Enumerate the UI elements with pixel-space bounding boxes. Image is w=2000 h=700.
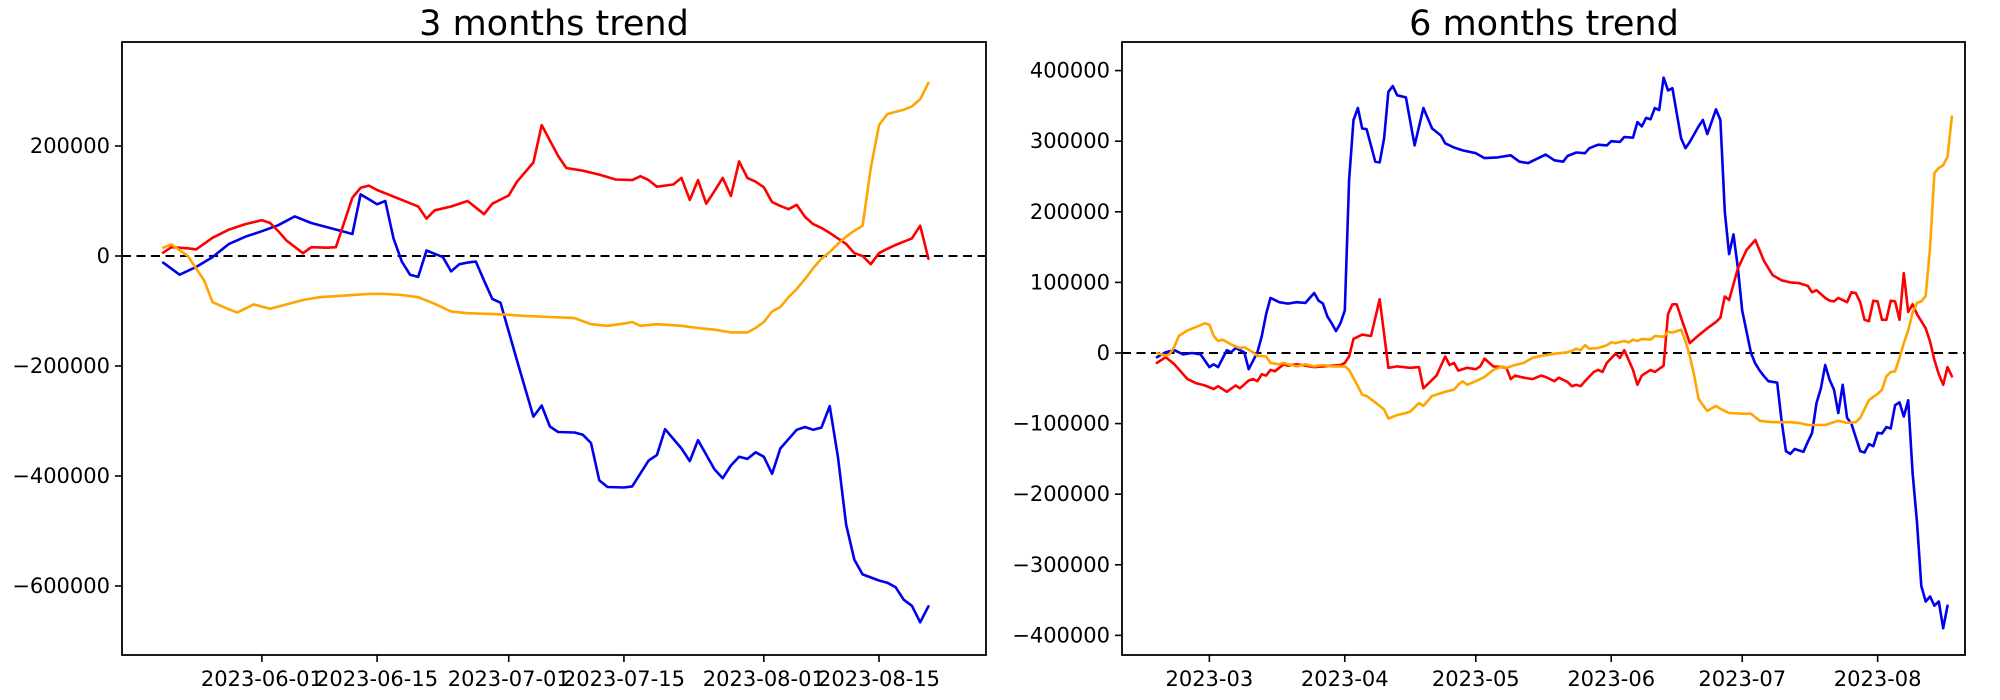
x-tick-label: 2023-07	[1698, 667, 1786, 691]
x-tick-label: 2023-06	[1567, 667, 1655, 691]
x-tick-label: 2023-07-01	[448, 667, 570, 691]
y-tick-label: 200000	[30, 134, 110, 158]
series-line-blue	[161, 193, 930, 624]
y-tick-label: 100000	[1030, 270, 1110, 294]
x-tick-label: 2023-03	[1165, 667, 1253, 691]
series-line-orange	[1155, 115, 1954, 427]
series-line-red	[1155, 238, 1954, 394]
left-chart-title: 3 months trend	[419, 4, 689, 44]
series-line-orange	[161, 81, 930, 334]
y-tick-label: −600000	[12, 574, 110, 598]
y-tick-label: 0	[97, 244, 110, 268]
right-chart-title: 6 months trend	[1409, 4, 1679, 44]
series-line-red	[161, 123, 930, 266]
y-tick-label: −400000	[1012, 623, 1110, 647]
x-tick-label: 2023-06-01	[201, 667, 323, 691]
plot-box	[121, 41, 987, 656]
x-tick-label: 2023-08	[1834, 667, 1922, 691]
y-tick-label: −400000	[12, 464, 110, 488]
x-tick-label: 2023-07-15	[563, 667, 685, 691]
y-tick-label: −200000	[12, 354, 110, 378]
x-tick-label: 2023-05	[1432, 667, 1520, 691]
x-tick-label: 2023-04	[1301, 667, 1389, 691]
y-tick-label: 400000	[1030, 59, 1110, 83]
y-tick-label: 300000	[1030, 129, 1110, 153]
y-tick-label: −200000	[1012, 482, 1110, 506]
plot-box	[1121, 41, 1966, 656]
x-tick-label: 2023-08-15	[818, 667, 940, 691]
chart-right: 2023-03 2023-04 2023-05 2023-06 2023-07 2023-…	[1012, 41, 1966, 691]
y-tick-label: 0	[1097, 341, 1110, 365]
series-line-blue	[1155, 76, 1949, 630]
x-tick-label: 2023-08-01	[703, 667, 825, 691]
y-tick-label: −100000	[1012, 412, 1110, 436]
y-tick-label: 200000	[1030, 200, 1110, 224]
x-tick-label: 2023-06-15	[316, 667, 438, 691]
y-tick-label: −300000	[1012, 553, 1110, 577]
